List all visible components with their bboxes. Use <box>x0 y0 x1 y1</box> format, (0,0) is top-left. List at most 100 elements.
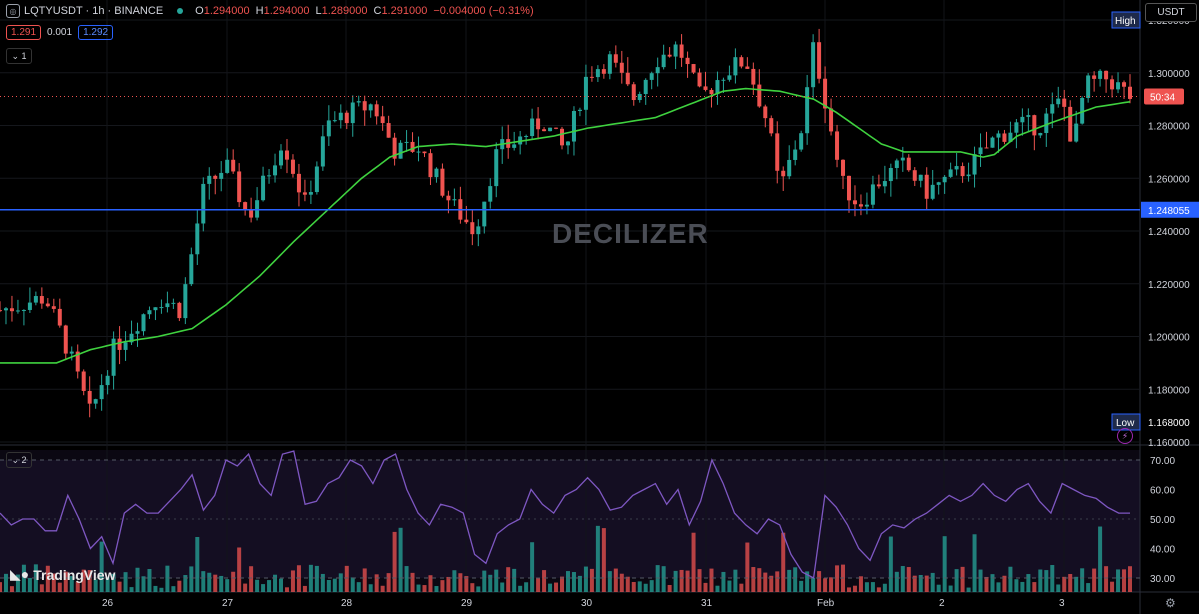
volume-bar <box>679 569 684 592</box>
volume-bar <box>691 532 696 592</box>
price-tick-label: 1.240000 <box>1148 227 1190 238</box>
close-value: 1.291000 <box>381 5 428 17</box>
symbol-header[interactable]: ◎ LQTYUSDT · 1h · BINANCE O 1.294000 H 1.2… <box>6 3 540 19</box>
price-tick-label: 1.200000 <box>1148 333 1190 344</box>
volume-bar <box>494 569 499 592</box>
candle-body <box>422 151 427 154</box>
candle-body <box>942 176 947 183</box>
candle-body <box>279 150 284 166</box>
candle-body <box>542 129 547 132</box>
candle-body <box>243 202 248 210</box>
settings-gear-icon[interactable]: ⚙ <box>1165 596 1176 610</box>
volume-bar <box>924 575 929 592</box>
candle-body <box>637 94 642 101</box>
tradingview-logo-icon: ◣● <box>10 566 30 582</box>
volume-bar <box>697 569 702 592</box>
volume-bar <box>374 574 379 592</box>
candle-body <box>410 141 415 152</box>
rsi-pane-count: 2 <box>21 455 27 465</box>
candle-body <box>691 64 696 73</box>
main-pane-collapse-button[interactable]: ⌄ 1 <box>6 48 32 64</box>
volume-bar <box>243 583 248 592</box>
volume-bar <box>135 567 140 592</box>
candle-body <box>775 133 780 171</box>
rsi-tick-label: 70.00 <box>1150 456 1175 467</box>
candle-body <box>512 144 517 148</box>
volume-bar <box>506 567 511 592</box>
volume-bar <box>177 580 182 592</box>
volume-bar <box>338 573 343 592</box>
lightning-icon[interactable]: ⚡ <box>1117 428 1133 444</box>
volume-bar <box>356 582 361 592</box>
volume-bar <box>589 568 594 592</box>
volume-bar <box>894 571 899 592</box>
tradingview-logo-text: TradingView <box>33 566 116 583</box>
buy-button[interactable]: 1.292 <box>78 25 114 40</box>
candle-body <box>99 385 104 400</box>
rsi-pane-collapse-button[interactable]: ⌄ 2 <box>6 452 32 468</box>
candle-body <box>290 159 295 174</box>
candle-body <box>912 170 917 181</box>
candle-body <box>799 133 804 150</box>
candle-body <box>207 175 212 184</box>
candle-body <box>906 157 911 171</box>
time-tick-label: 3 <box>1059 598 1065 609</box>
spread-value: 0.001 <box>47 27 73 38</box>
volume-bar <box>990 574 995 592</box>
candle-body <box>213 175 218 179</box>
candle-body <box>159 307 164 309</box>
volume-bar <box>249 566 254 592</box>
candle-body <box>900 157 905 161</box>
volume-bar <box>51 573 56 592</box>
volume-bar <box>111 573 116 592</box>
high-label: H <box>255 5 264 17</box>
main-pane-count: 1 <box>21 51 27 61</box>
volume-bar <box>141 576 146 592</box>
candle-body <box>0 310 2 312</box>
volume-bar <box>189 566 194 592</box>
level-price-badge <box>1141 201 1199 218</box>
sell-button[interactable]: 1.291 <box>6 25 42 40</box>
candle-body <box>805 87 810 134</box>
candle-body <box>63 325 68 354</box>
candle-body <box>817 42 822 79</box>
candle-body <box>452 199 457 201</box>
open-label: O <box>195 5 204 17</box>
currency-select[interactable]: USDT <box>1145 3 1197 22</box>
rsi-tick-label: 60.00 <box>1150 486 1175 497</box>
volume-bar <box>906 567 911 592</box>
volume-bar <box>87 570 92 592</box>
open-value: 1.294000 <box>203 5 250 17</box>
volume-bar <box>470 583 475 592</box>
symbol-name[interactable]: LQTYUSDT · 1h · BINANCE <box>24 5 164 17</box>
volume-bar <box>542 570 547 592</box>
volume-bar <box>655 565 660 592</box>
volume-bar <box>751 567 756 592</box>
tradingview-logo[interactable]: ◣● TradingView <box>10 566 115 583</box>
volume-bar <box>882 583 887 592</box>
volume-bar <box>518 585 523 592</box>
candle-body <box>75 351 80 372</box>
candle-body <box>763 106 768 119</box>
volume-bar <box>267 580 272 592</box>
volume-bar <box>930 572 935 592</box>
candle-body <box>398 142 403 159</box>
volume-bar <box>129 587 134 592</box>
volume-bar <box>536 578 541 592</box>
candle-body <box>829 108 834 132</box>
volume-bar <box>225 579 230 592</box>
volume-bar <box>721 571 726 592</box>
volume-bar <box>996 582 1001 592</box>
volume-bar <box>261 584 266 592</box>
volume-bar <box>422 585 427 592</box>
candle-body <box>858 204 863 207</box>
candle-body <box>673 44 678 57</box>
candle-body <box>613 54 618 63</box>
candle-body <box>625 72 630 85</box>
volume-bar <box>39 584 44 592</box>
volume-bar <box>583 566 588 592</box>
volume-bar <box>117 581 122 592</box>
volume-bar <box>332 578 337 592</box>
candle-body <box>649 73 654 80</box>
